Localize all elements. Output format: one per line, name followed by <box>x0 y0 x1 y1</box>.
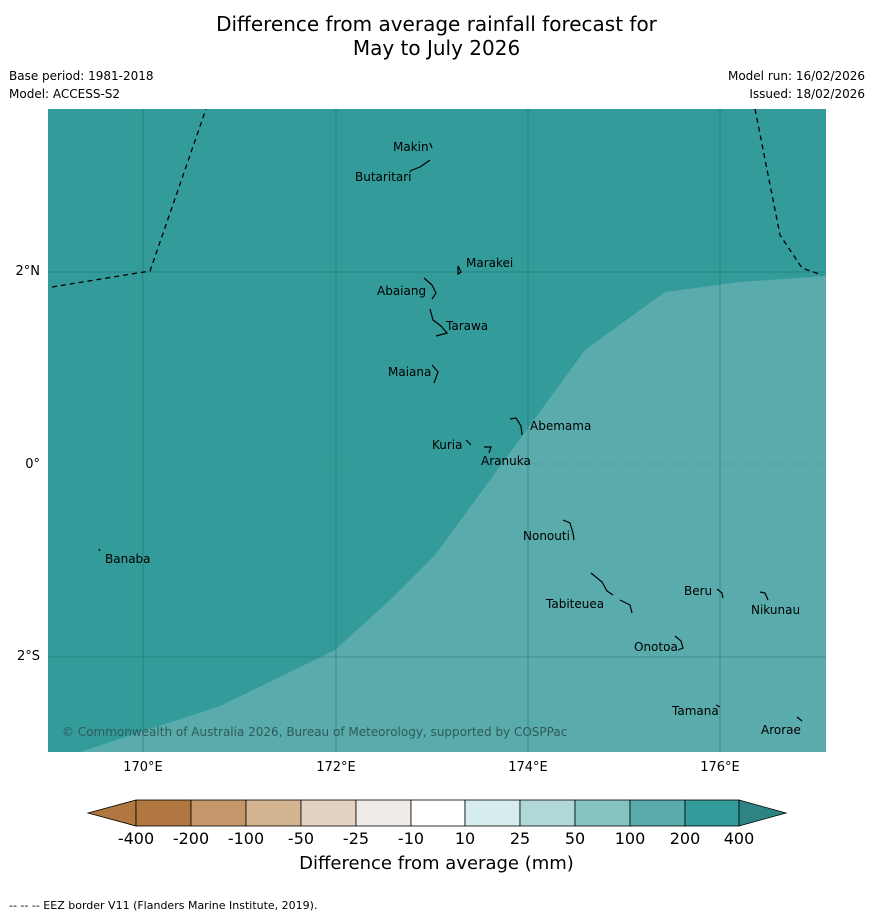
label-butaritari: Butaritari <box>355 170 412 184</box>
colorbar-segment-6 <box>410 799 466 827</box>
label-kuria: Kuria <box>432 438 463 452</box>
longitude-label-170e: 170°E <box>123 760 163 775</box>
copyright-notice: © Commonwealth of Australia 2026, Bureau… <box>62 725 567 739</box>
tabiteuea-island <box>590 572 614 596</box>
maiana-island <box>431 364 439 384</box>
colorbar-tick: 100 <box>614 829 646 848</box>
label-tamana: Tamana <box>671 704 719 718</box>
base-period: Base period: 1981-2018 <box>9 69 154 83</box>
colorbar-tick: -100 <box>227 829 265 848</box>
colorbar-segment-1 <box>135 799 192 827</box>
nikunau-island <box>759 591 769 601</box>
colorbar <box>86 799 788 827</box>
eez-border <box>51 109 823 288</box>
colorbar-segment-5 <box>355 799 412 827</box>
colorbar-tick: 25 <box>509 829 531 848</box>
colorbar-tick: -50 <box>287 829 315 848</box>
region-moderate-rainfall <box>80 276 826 752</box>
island-outlines <box>98 142 803 722</box>
latitude-label-2n: 2°N <box>15 264 41 279</box>
label-abemama: Abemama <box>530 419 591 433</box>
colorbar-segment-3 <box>245 799 302 827</box>
graticule <box>48 109 826 752</box>
label-maiana: Maiana <box>388 365 431 379</box>
nonouti-island <box>562 519 575 541</box>
banaba-island <box>98 548 101 552</box>
latitude-label-0: 0° <box>25 457 40 472</box>
eez-legend-footer: -- -- -- EEZ border V11 (Flanders Marine… <box>9 899 318 912</box>
abemama-island <box>509 417 523 436</box>
aranuka-island <box>484 446 492 454</box>
longitude-label-174e: 174°E <box>508 760 548 775</box>
colorbar-title: Difference from average (mm) <box>299 853 574 874</box>
label-nikunau: Nikunau <box>751 603 800 617</box>
issued-date: Issued: 18/02/2026 <box>749 87 865 101</box>
label-nonouti: Nonouti <box>523 529 570 543</box>
label-tarawa: Tarawa <box>445 319 488 333</box>
label-arorae: Arorae <box>761 723 801 737</box>
colorbar-tick: -400 <box>117 829 155 848</box>
model-name: Model: ACCESS-S2 <box>9 87 121 101</box>
arorae-island <box>796 716 803 722</box>
metadata-left: Base period: 1981-2018 Model: ACCESS-S2 <box>9 67 154 103</box>
tabiteuea-south-island <box>619 599 633 614</box>
colorbar-segment-8 <box>519 799 576 827</box>
colorbar-segment-2 <box>190 799 247 827</box>
model-run: Model run: 16/02/2026 <box>727 69 865 83</box>
map-title: Difference from average rainfall forecas… <box>0 12 873 60</box>
latitude-label-2s: 2°S <box>16 649 40 664</box>
makin-island <box>429 142 433 149</box>
colorbar-tick: 50 <box>564 829 586 848</box>
colorbar-segment-7 <box>464 799 521 827</box>
metadata-right: Model run: 16/02/2026 Issued: 18/02/2026 <box>728 67 865 103</box>
title-line-2: May to July 2026 <box>352 36 521 60</box>
colorbar-segment-4 <box>300 799 357 827</box>
colorbar-tick: 10 <box>454 829 476 848</box>
tamana-island <box>715 704 721 708</box>
label-onotoa: Onotoa <box>634 640 678 654</box>
colorbar-tick: -25 <box>342 829 370 848</box>
label-marakei: Marakei <box>466 256 513 270</box>
beru-island <box>716 588 724 599</box>
longitude-label-176e: 176°E <box>700 760 740 775</box>
marakei-island <box>457 265 462 276</box>
island-labels: Makin Butaritari Marakei Abaiang Tarawa … <box>105 140 801 737</box>
colorbar-tick: 200 <box>669 829 701 848</box>
colorbar-tick: 400 <box>723 829 755 848</box>
kuria-island <box>465 439 472 446</box>
colorbar-segment-10 <box>629 799 686 827</box>
label-beru: Beru <box>684 584 712 598</box>
colorbar-tick: -200 <box>172 829 210 848</box>
colorbar-segment-11 <box>684 799 740 827</box>
label-banaba: Banaba <box>105 552 151 566</box>
colorbar-extend-high <box>738 799 788 827</box>
colorbar-segment-9 <box>574 799 631 827</box>
label-makin: Makin <box>393 140 429 154</box>
abaiang-island <box>423 277 437 300</box>
colorbar-extend-low <box>86 799 137 827</box>
tarawa-island <box>429 308 449 337</box>
title-line-1: Difference from average rainfall forecas… <box>216 12 657 36</box>
label-tabiteuea: Tabiteuea <box>545 597 604 611</box>
label-aranuka: Aranuka <box>481 454 531 468</box>
label-abaiang: Abaiang <box>377 284 426 298</box>
longitude-label-172e: 172°E <box>316 760 356 775</box>
butaritari-island <box>409 159 431 172</box>
colorbar-tick: -10 <box>397 829 425 848</box>
onotoa-island <box>674 635 684 651</box>
